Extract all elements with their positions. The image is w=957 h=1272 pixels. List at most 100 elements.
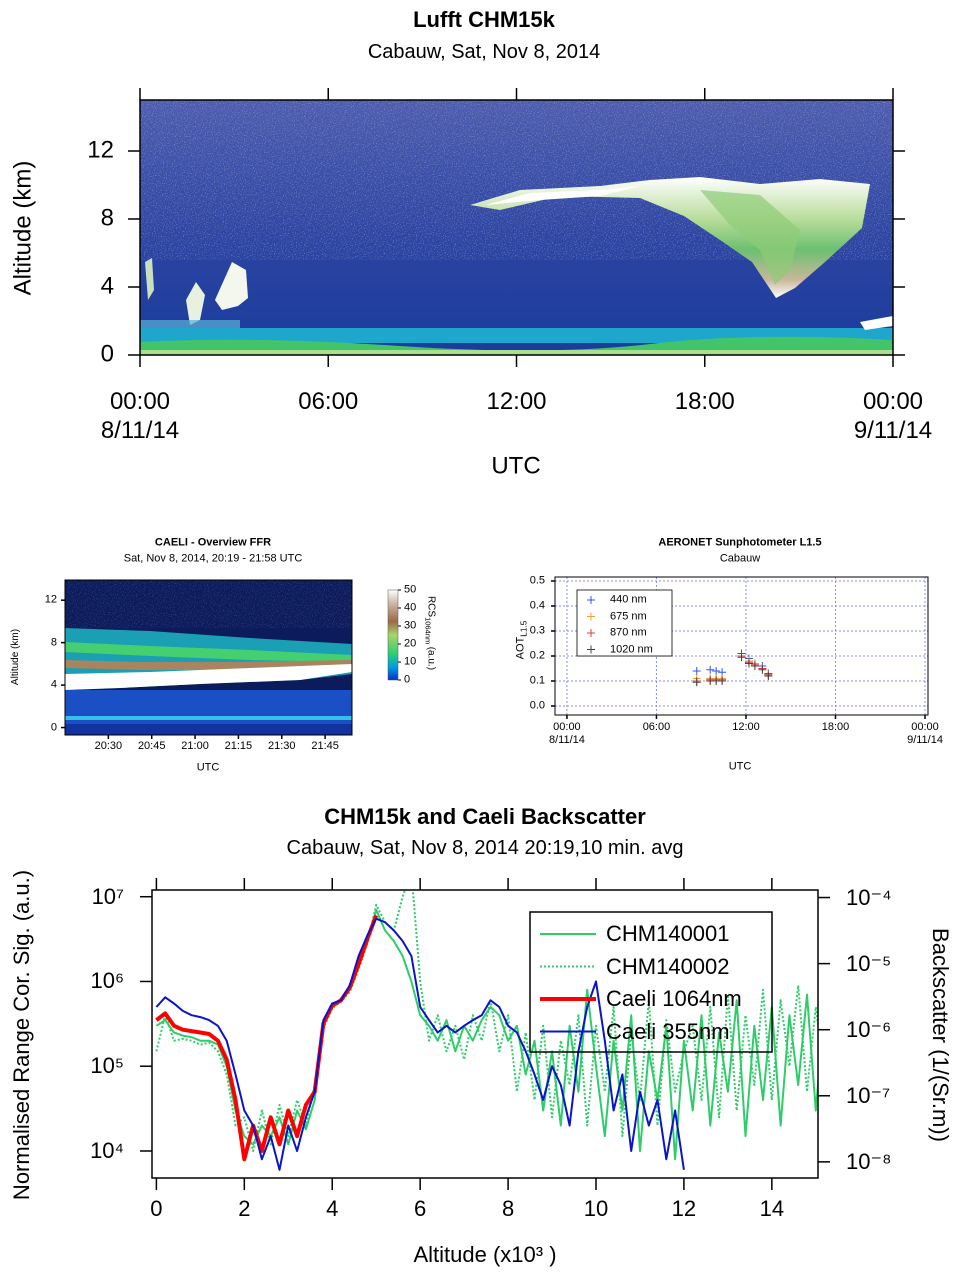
y2-axis-label: Backscatter (1/(Sr.m)) [928,928,954,1142]
x-axis-label: UTC [196,761,220,774]
x-tick-label: 00:00 9/11/14 [907,721,943,747]
x-tick-label: 18:00 [674,388,735,415]
x-tick-label: 14 [759,1196,785,1221]
chart-title: CAELI - Overview FFR [154,536,272,549]
y2-tick-label: 10⁻⁷ [846,1082,891,1108]
x-tick-label: 21:00 [181,740,209,752]
x-tick-label: 8 [501,1196,515,1221]
x-tick-label: 12:00 [732,721,760,733]
y-tick-label: 12 [44,593,57,606]
data-line [155,890,818,1152]
y-axis-label: Altitude (km) [9,160,37,296]
colorbar-tick-label: 50 [404,583,417,596]
colorbar-tick-label: 0 [404,673,411,686]
point [764,672,773,680]
legend-label: CHM140002 [606,953,730,979]
chart-title: CHM15k and Caeli Backscatter [324,803,646,829]
y2-tick-label: 10⁻⁵ [846,950,892,976]
plot-frame [554,576,929,716]
x-tick-label: 10 [583,1196,609,1221]
x-tick-label: 0 [150,1196,163,1221]
y2-tick-label: 10⁻⁸ [846,1148,892,1174]
colorbar-tick-label: 40 [404,601,417,614]
y-tick-label: 0.4 [529,599,545,612]
y2-tick-label: 10⁻⁴ [846,884,892,910]
legend-label: 870 nm [610,626,647,639]
y-tick-label: 8 [50,636,57,649]
y-axis-label: Normalised Range Cor. Sig. (a.u.) [8,869,34,1201]
data-line [155,908,818,1161]
y-axis-label-part: AOT [514,636,527,660]
point [712,667,721,675]
colorbar-tick-label: 20 [404,637,417,650]
x-tick-label: 00:00 8/11/14 [548,721,585,747]
colorbar-label: RCS1064nm(a.u.) [424,596,437,670]
y-tick-label: 10⁷ [91,883,124,909]
point [706,665,715,674]
x-tick-label: 12:00 [486,388,547,415]
x-tick-label: 20:30 [94,740,123,752]
legend-marker [587,612,595,621]
chart-subtitle: Cabauw [719,552,761,565]
legend-marker [587,596,595,604]
colorbar [387,589,399,681]
legend-marker [587,645,595,654]
y2-tick-label: 10⁻⁶ [846,1016,892,1042]
x-tick-label: 00:00 8/11/14 [100,388,180,444]
point [750,662,759,670]
x-tick-label: 12 [671,1196,697,1221]
data-line [155,917,685,1171]
chart-subtitle: Cabauw, Sat, Nov 8, 2014 20:19,10 min. a… [286,837,684,859]
x-axis-label: Altitude (x10³ ) [413,1241,557,1267]
x-tick-label: 06:00 [298,388,359,415]
x-axis-label: UTC [491,452,541,480]
x-tick-label: 4 [326,1196,339,1221]
y-tick-label: 10⁴ [90,1137,124,1163]
colorbar-tick-label: 10 [404,655,417,668]
plot-frame [64,579,353,736]
colorbar-label-part: RCS [425,595,437,618]
y-tick-label: 0.0 [529,699,545,712]
plot-frame [151,889,819,1179]
x-tick-label: 21:30 [268,740,296,752]
point [758,665,767,674]
colorbar-label-part: 1064nm [423,617,433,645]
legend-label: 1020 nm [610,642,653,655]
legend-label: 440 nm [610,593,647,606]
x-axis-label: UTC [728,760,752,773]
y-tick-label: 4 [50,678,57,691]
x-tick-label: 00:00 9/11/14 [853,388,933,444]
y-tick-label: 0.3 [529,624,545,637]
x-tick-label: 18:00 [821,721,850,733]
legend-box [576,589,673,657]
x-tick-label: 21:15 [224,740,253,752]
legend-box [529,911,773,1053]
x-tick-label: 2 [238,1196,251,1221]
x-tick-label: 06:00 [642,721,671,733]
y-tick-label: 10⁶ [90,968,124,994]
legend-marker [587,629,595,637]
y-tick-label: 10⁵ [90,1053,124,1079]
legend-label: CHM140001 [606,920,730,946]
y-tick-label: 0.1 [529,674,545,687]
legend-label: Caeli 1064nm [606,985,742,1011]
y-axis-label-part: L1.5 [519,620,529,637]
y-tick-label: 12 [87,136,114,164]
y-tick-label: 0.2 [529,649,545,662]
x-tick-label: 21:45 [311,740,339,752]
y-tick-label: 4 [100,272,114,300]
y-tick-label: 8 [100,204,114,232]
x-tick-label: 6 [414,1196,427,1221]
heatmap-image [140,100,893,355]
y-tick-label: 0.5 [529,574,545,587]
point [692,667,701,675]
point [737,653,746,662]
chart-title: Lufft CHM15k [413,6,555,32]
y-axis-label: Altitude (km) [10,628,21,686]
point [718,677,727,685]
point [744,659,753,668]
x-tick-label: 20:45 [137,740,166,752]
heatmap-image [65,580,352,735]
y-axis-label: AOTL1.5 [514,621,529,660]
